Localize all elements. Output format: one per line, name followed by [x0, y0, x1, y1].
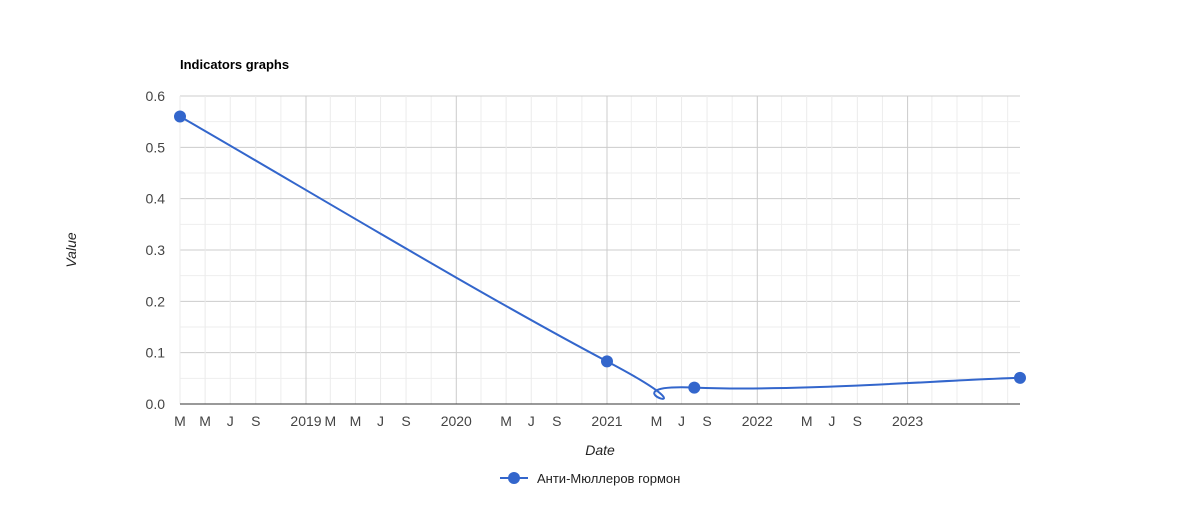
y-tick-label: 0.2 — [146, 293, 166, 309]
x-tick-labels: M M J S 2019 M M J S 2020 M J S 2021 M J S 2022 M J S 2023 — [174, 413, 923, 429]
data-point[interactable] — [688, 381, 701, 394]
x-tick-label: J — [377, 413, 384, 429]
x-tick-label: J — [828, 413, 835, 429]
y-tick-label: 0.0 — [146, 396, 166, 412]
data-point[interactable] — [601, 355, 613, 368]
x-tick-label: 2019 — [290, 413, 321, 429]
series-group — [174, 110, 1026, 400]
x-tick-label: M — [174, 413, 186, 429]
x-tick-label: M — [801, 413, 813, 429]
chart-title: Indicators graphs — [180, 57, 289, 72]
y-tick-label: 0.1 — [146, 345, 166, 361]
legend[interactable]: Анти-Мюллеров гормон — [500, 471, 680, 486]
x-tick-label: M — [324, 413, 336, 429]
grid-major — [179, 95, 1020, 404]
y-tick-label: 0.6 — [146, 88, 166, 104]
x-tick-label: S — [401, 413, 410, 429]
x-tick-label: S — [552, 413, 561, 429]
data-point[interactable] — [174, 110, 186, 123]
x-tick-label: S — [853, 413, 862, 429]
series-line — [179, 115, 1021, 400]
x-tick-label: 2021 — [591, 413, 622, 429]
y-axis-label: Value — [63, 232, 79, 268]
y-tick-label: 0.5 — [146, 139, 166, 155]
x-tick-label: J — [528, 413, 535, 429]
y-tick-labels: 0.0 0.1 0.2 0.3 0.4 0.5 0.6 — [146, 88, 166, 412]
x-tick-label: M — [350, 413, 362, 429]
legend-label: Анти-Мюллеров гормон — [537, 471, 680, 486]
x-tick-label: 2023 — [892, 413, 923, 429]
y-tick-label: 0.3 — [146, 242, 166, 258]
legend-marker-swatch — [508, 472, 520, 484]
x-tick-label: M — [199, 413, 211, 429]
data-point[interactable] — [1014, 371, 1026, 384]
x-axis-label: Date — [585, 442, 615, 458]
y-tick-label: 0.4 — [146, 191, 166, 207]
x-tick-label: S — [702, 413, 711, 429]
x-tick-label: M — [500, 413, 512, 429]
x-tick-label: M — [651, 413, 663, 429]
x-tick-label: J — [678, 413, 685, 429]
x-tick-label: S — [251, 413, 260, 429]
x-tick-label: 2022 — [742, 413, 773, 429]
x-tick-label: J — [227, 413, 234, 429]
x-tick-label: 2020 — [441, 413, 472, 429]
